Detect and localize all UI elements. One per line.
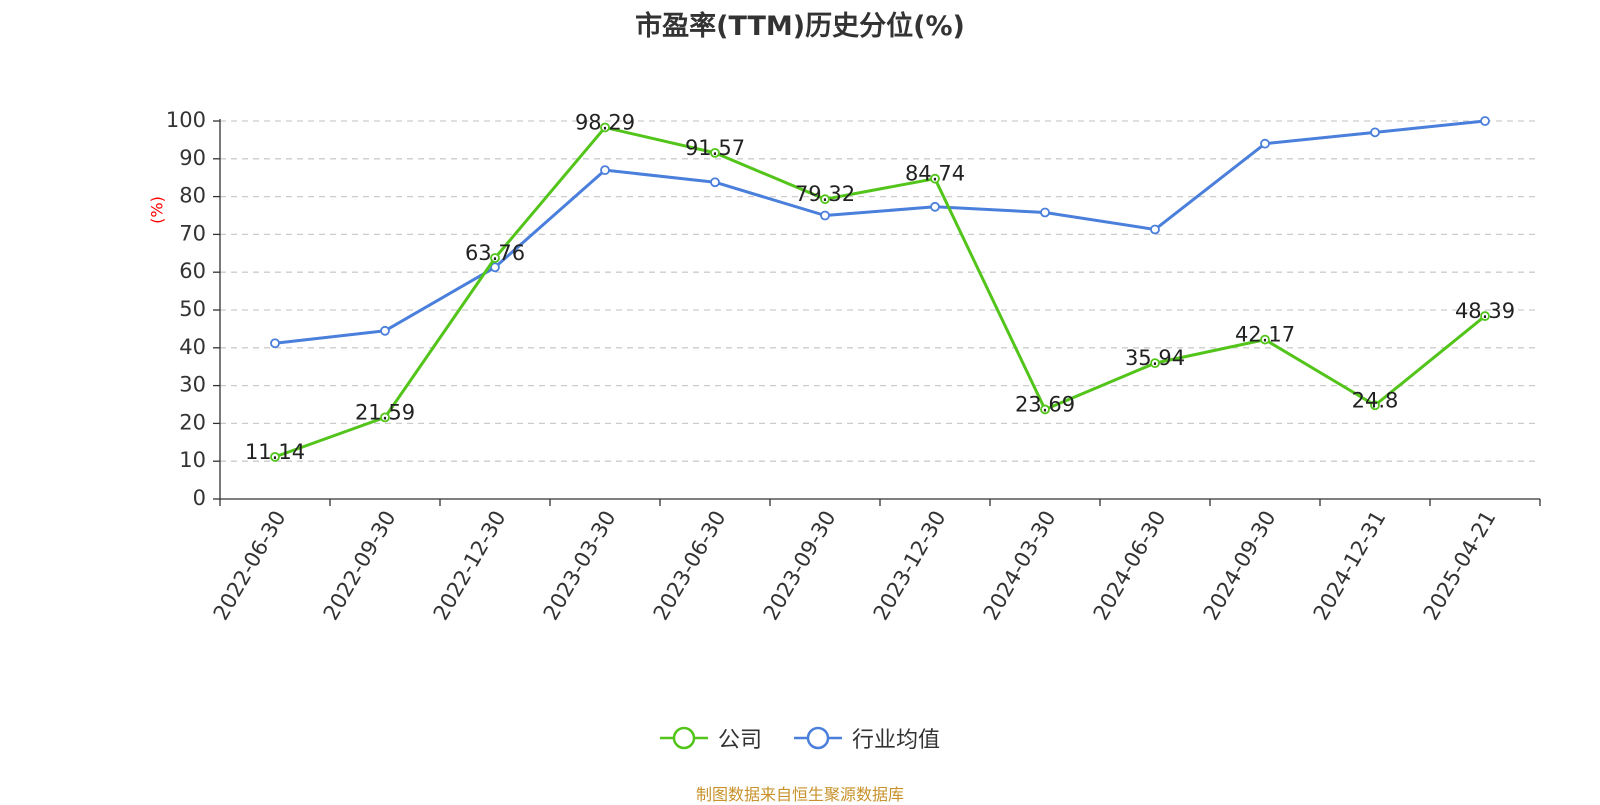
x-tick-label: 2022-09-30 xyxy=(319,507,401,625)
data-point-industry xyxy=(1370,127,1380,138)
data-label: 42.17 xyxy=(1235,323,1295,347)
y-tick-label: 70 xyxy=(179,221,206,245)
y-tick-label: 80 xyxy=(179,184,206,208)
data-point-company xyxy=(1480,311,1490,321)
y-tick-label: 50 xyxy=(179,297,206,321)
y-tick-label: 10 xyxy=(179,448,206,472)
data-point-industry xyxy=(930,201,940,212)
data-point-company xyxy=(930,173,940,184)
legend-industry-icon xyxy=(794,726,842,750)
legend-label-company: 公司 xyxy=(717,728,762,753)
x-tick-label: 2023-03-30 xyxy=(539,507,621,625)
legend-company-icon xyxy=(659,726,708,750)
data-point-industry xyxy=(490,262,500,273)
data-label: 63.76 xyxy=(465,241,525,265)
data-point-industry xyxy=(710,177,720,188)
data-point-industry xyxy=(270,338,280,349)
legend-label-industry: 行业均值 xyxy=(852,728,941,753)
chart-title: 市盈率(TTM)历史分位(%) xyxy=(635,11,965,42)
data-label: 91.57 xyxy=(685,136,745,160)
data-label: 23.69 xyxy=(1015,392,1075,416)
data-label: 11.14 xyxy=(245,440,305,464)
x-tick-label: 2023-09-30 xyxy=(759,507,841,625)
legend-item-company[interactable]: 公司 xyxy=(659,722,762,754)
series-line-company xyxy=(274,125,1486,459)
data-point-company xyxy=(380,412,390,423)
data-source-note: 制图数据来自恒生聚源数据库 xyxy=(695,785,904,804)
y-tick-label: 40 xyxy=(179,335,206,359)
y-tick-label: 0 xyxy=(193,486,206,510)
data-point-industry xyxy=(820,210,830,221)
grid-lines xyxy=(220,120,1540,462)
data-point-industry xyxy=(1260,138,1270,149)
x-tick-label: 2024-12-31 xyxy=(1309,507,1391,625)
data-point-company xyxy=(820,194,830,205)
data-point-industry xyxy=(1480,116,1490,126)
data-point-company xyxy=(1370,400,1380,411)
series-line-industry xyxy=(274,119,1486,345)
x-tick-label: 2024-03-30 xyxy=(979,507,1061,625)
x-tick-label: 2024-09-30 xyxy=(1199,507,1281,625)
y-tick-label: 100 xyxy=(166,108,206,132)
data-label: 35.94 xyxy=(1125,346,1185,370)
data-label: 48.39 xyxy=(1455,299,1515,323)
y-tick-label: 30 xyxy=(179,373,206,397)
data-point-industry xyxy=(380,325,390,336)
x-tick-label: 2022-06-30 xyxy=(209,507,291,625)
x-tick-label: 2025-04-21 xyxy=(1419,507,1501,625)
data-label: 79.32 xyxy=(795,182,855,206)
data-point-industry xyxy=(1040,207,1050,218)
data-point-company xyxy=(1260,334,1270,345)
y-tick-label: 20 xyxy=(179,410,206,434)
series xyxy=(270,116,1490,462)
data-point-company xyxy=(1040,404,1050,415)
data-point-company xyxy=(270,451,280,462)
x-tick-label: 2023-06-30 xyxy=(649,507,731,625)
data-point-industry xyxy=(1150,224,1160,235)
y-tick-label: 60 xyxy=(179,259,206,283)
x-tick-label: 2024-06-30 xyxy=(1089,507,1171,625)
data-point-company xyxy=(600,122,610,133)
y-tick-label: 90 xyxy=(179,146,206,170)
data-point-company xyxy=(490,253,500,263)
data-label: 98.29 xyxy=(575,110,635,134)
legend: 公司 行业均值 xyxy=(0,722,1600,754)
data-point-company xyxy=(1150,358,1160,369)
data-label: 21.59 xyxy=(355,400,415,424)
data-label: 24.8 xyxy=(1352,388,1399,412)
data-label: 84.74 xyxy=(905,162,965,186)
data-labels: 11.14 21.59 63.76 98.29 91.57 79.32 84.74 23.69… xyxy=(245,110,1515,463)
y-axis-label: (%) xyxy=(148,196,167,224)
data-point-company xyxy=(710,147,720,158)
data-point-industry xyxy=(600,165,610,176)
legend-item-industry[interactable]: 行业均值 xyxy=(794,722,940,754)
x-tick-label: 2022-12-30 xyxy=(429,507,511,625)
x-tick-label: 2023-12-30 xyxy=(869,507,951,625)
